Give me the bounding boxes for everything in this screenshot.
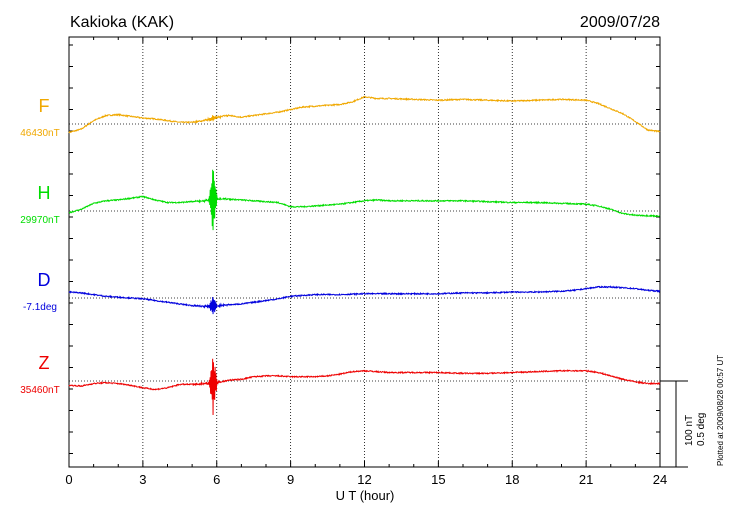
traces — [68, 95, 661, 415]
trace-Z — [68, 358, 661, 415]
component-letter-H: H — [38, 183, 51, 203]
component-letter-F: F — [39, 96, 50, 116]
x-tick-label: 24 — [653, 472, 667, 487]
component-baselines — [69, 123, 660, 382]
x-tick-label: 0 — [65, 472, 72, 487]
station-title: Kakioka (KAK) — [70, 14, 174, 31]
scale-bar: 100 nT 0.5 deg — [660, 380, 707, 468]
trace-F — [68, 95, 661, 134]
x-tick-label: 15 — [431, 472, 445, 487]
baseline-value-H: 29970nT — [20, 215, 59, 226]
x-tick-label: 12 — [357, 472, 371, 487]
component-labels: F 46430nT H 29970nT D -7.1deg Z 35460nT — [20, 96, 59, 396]
plot-frame — [68, 36, 661, 468]
x-tick-label: 3 — [139, 472, 146, 487]
component-letter-Z: Z — [39, 353, 50, 373]
baseline-value-Z: 35460nT — [20, 385, 59, 396]
trace-D — [68, 285, 661, 315]
component-letter-D: D — [38, 270, 51, 290]
date-label: 2009/07/28 — [580, 14, 660, 31]
vertical-grid — [68, 37, 661, 467]
x-tick-label: 21 — [579, 472, 593, 487]
scale-label-deg: 0.5 deg — [696, 413, 707, 446]
plotted-at-note: Plotted at 2009/08/28 00:57 UT — [716, 355, 725, 466]
x-tick-labels: 0 3 6 9 12 15 18 21 24 — [65, 472, 667, 487]
x-tick-label: 9 — [287, 472, 294, 487]
trace-H — [68, 169, 661, 231]
scale-label-nt: 100 nT — [684, 415, 695, 446]
baseline-value-F: 46430nT — [20, 128, 59, 139]
x-axis-label: U T (hour) — [336, 488, 395, 503]
baseline-value-D: -7.1deg — [23, 302, 57, 313]
x-tick-label: 6 — [213, 472, 220, 487]
x-tick-label: 18 — [505, 472, 519, 487]
